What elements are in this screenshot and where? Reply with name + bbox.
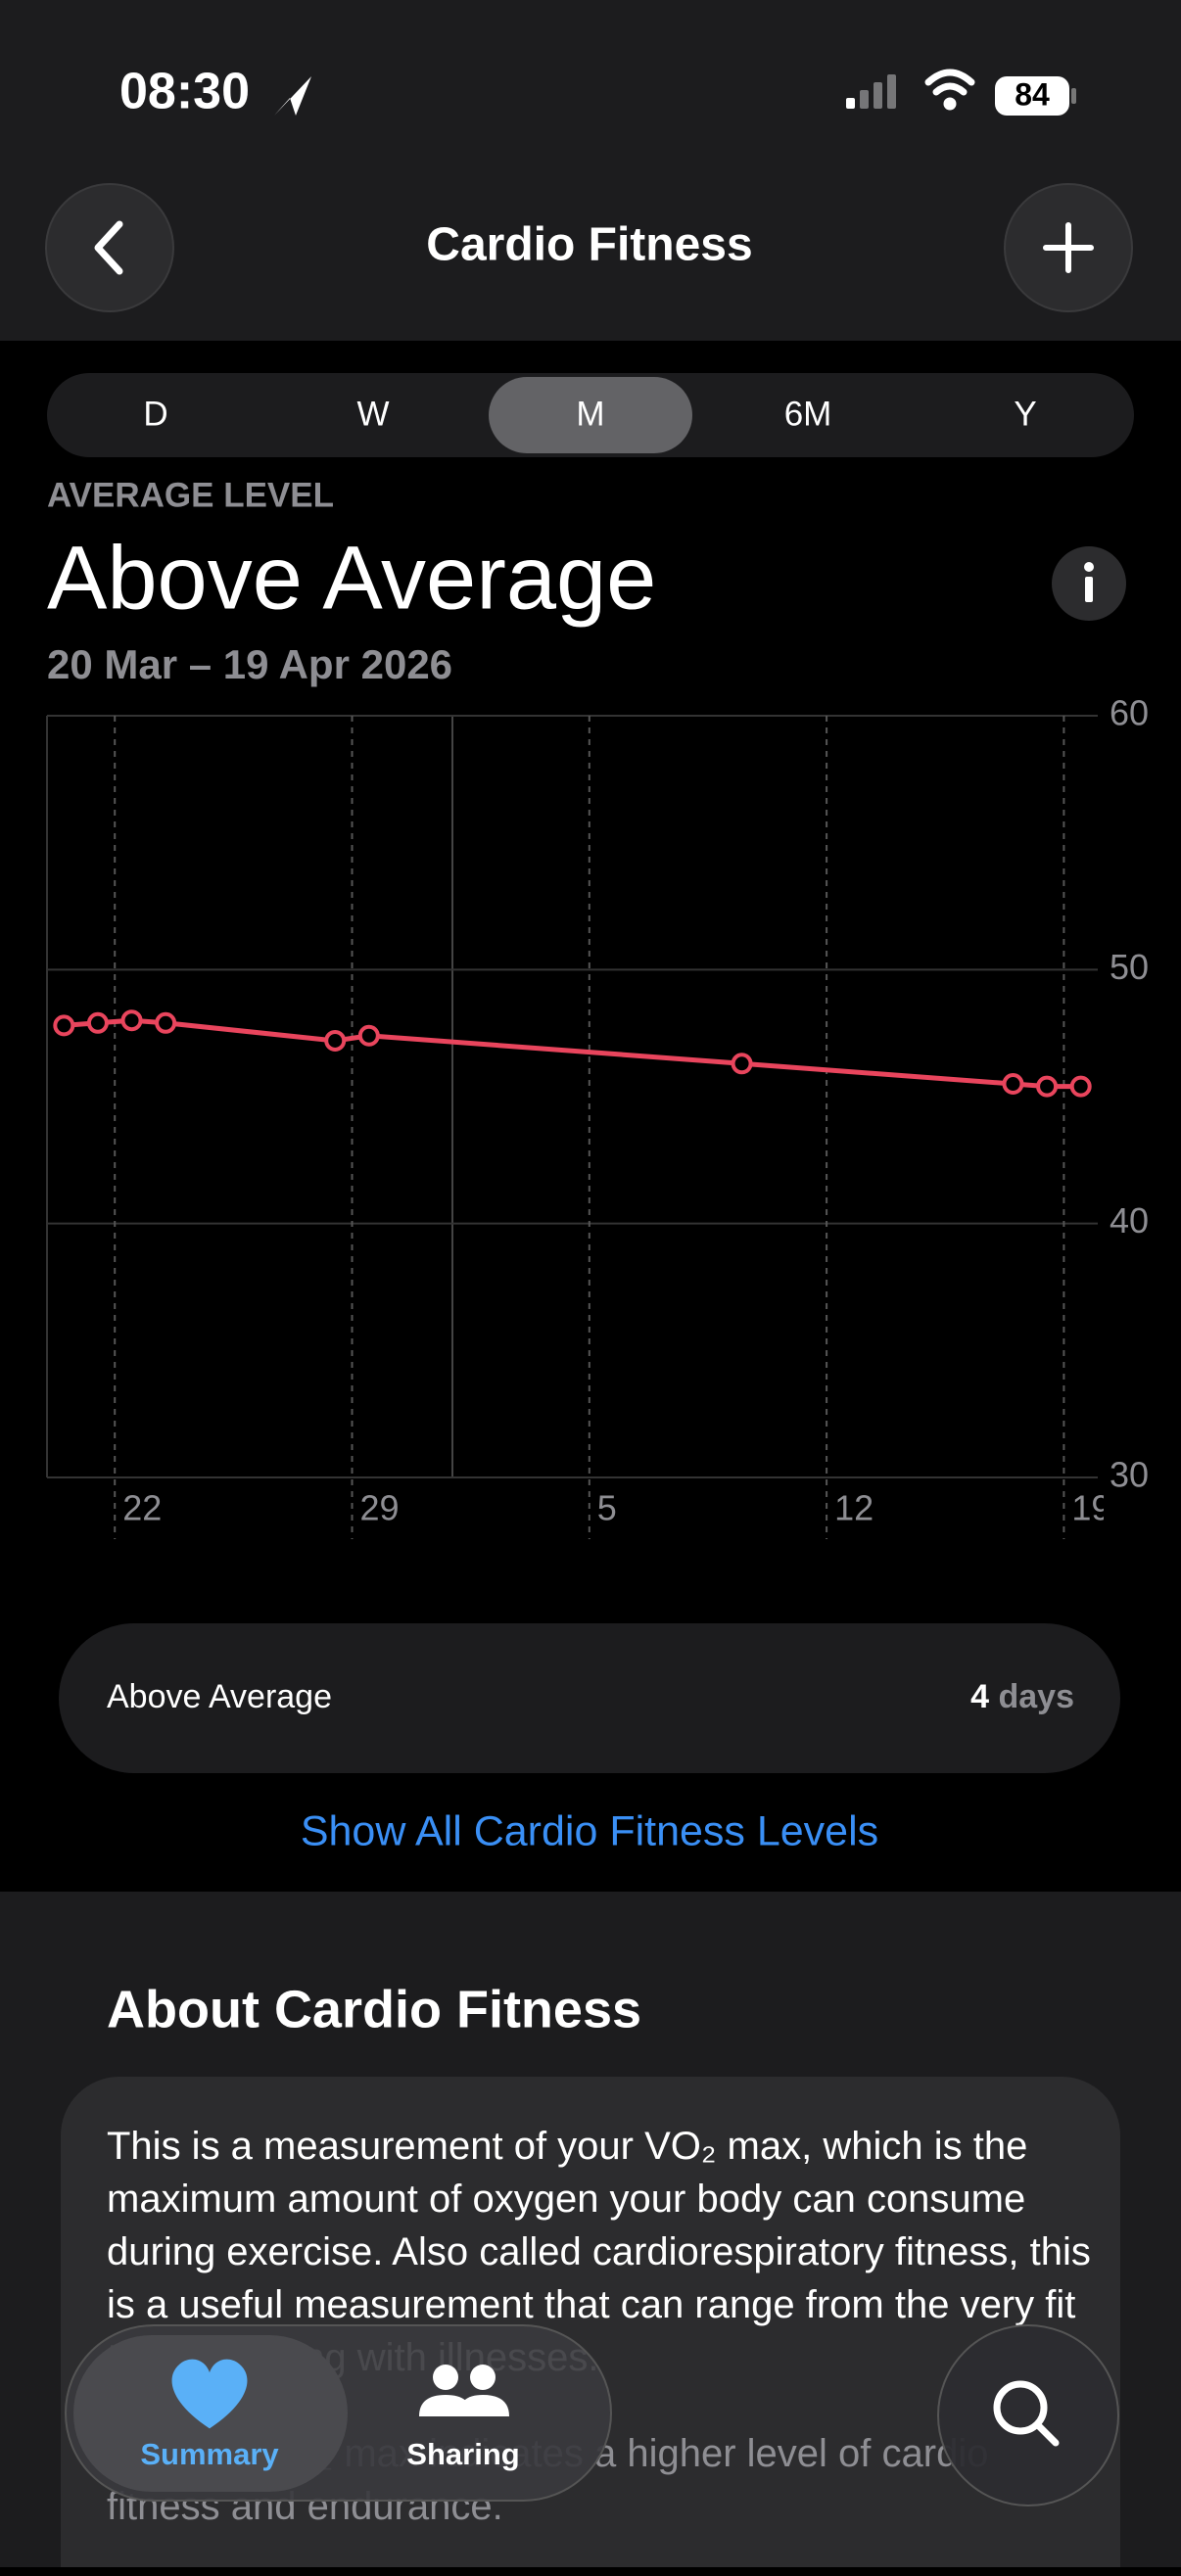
- add-icon: [1043, 222, 1094, 273]
- summary-row[interactable]: [59, 1623, 1120, 1773]
- segment-selected: [489, 377, 692, 453]
- x-tick-label: 5: [597, 1488, 617, 1528]
- date-range: 20 Mar – 19 Apr 2026: [47, 641, 452, 687]
- point: [53, 1014, 75, 1037]
- unit: days: [999, 1678, 1075, 1715]
- location-icon: [274, 76, 311, 116]
- y-tick-label: 60: [1110, 693, 1149, 733]
- point: [155, 1011, 177, 1034]
- battery: [995, 76, 1069, 116]
- segment[interactable]: M: [576, 395, 604, 433]
- signal-icon: [846, 74, 896, 109]
- segment[interactable]: 6M: [784, 395, 832, 433]
- chart: 30 40 50 60 22 29 5 12 19: [47, 693, 1149, 1539]
- status-time: 08:30: [119, 64, 250, 120]
- x-tick-label: 22: [122, 1488, 162, 1528]
- back-icon: [94, 220, 123, 275]
- info-icon: [1084, 562, 1094, 602]
- point: [357, 1024, 380, 1047]
- y-tick-label: 30: [1110, 1455, 1149, 1495]
- back-button[interactable]: [45, 183, 174, 312]
- summary-level: Above Average: [107, 1678, 332, 1715]
- wifi-icon: [924, 69, 975, 111]
- point: [1036, 1075, 1059, 1098]
- segment[interactable]: Y: [1014, 395, 1036, 433]
- x-tick-label: 12: [834, 1488, 874, 1528]
- about-title: About Cardio Fitness: [107, 1980, 641, 2038]
- y-tick-label: 40: [1110, 1200, 1149, 1241]
- x-tick-labels: 22 29 5 12 19: [122, 1488, 1110, 1528]
- segment[interactable]: D: [143, 395, 167, 433]
- line: [64, 1017, 1081, 1090]
- x-tick-label: 29: [360, 1488, 400, 1528]
- point: [1002, 1073, 1024, 1096]
- search-icon: [993, 2380, 1060, 2447]
- people-icon: [419, 2365, 509, 2416]
- y-tick-label: 50: [1110, 947, 1149, 987]
- heart-icon: [171, 2359, 248, 2429]
- point: [86, 1011, 109, 1034]
- tab-label[interactable]: Sharing: [406, 2437, 519, 2471]
- point: [324, 1029, 347, 1052]
- count: 4: [970, 1678, 989, 1715]
- search-button[interactable]: [937, 2324, 1119, 2506]
- header-level: Above Average: [47, 528, 656, 628]
- nav-title: Cardio Fitness: [426, 219, 752, 271]
- paragraph: This is a measurement of your VO₂ max, w…: [107, 2125, 1091, 2379]
- battery-level: 84: [1015, 76, 1050, 112]
- show-all-link[interactable]: Show All Cardio Fitness Levels: [301, 1807, 878, 1854]
- tab-label[interactable]: Summary: [140, 2437, 279, 2471]
- header-label: AVERAGE LEVEL: [47, 476, 334, 514]
- point: [731, 1053, 753, 1075]
- top-bar: [0, 0, 1181, 341]
- battery-cap: [1071, 88, 1076, 104]
- point: [1069, 1075, 1092, 1098]
- summary-count: 4 days: [970, 1678, 1074, 1715]
- x-tick-label: 19: [1071, 1488, 1110, 1528]
- segment[interactable]: W: [356, 395, 389, 433]
- point: [120, 1009, 143, 1032]
